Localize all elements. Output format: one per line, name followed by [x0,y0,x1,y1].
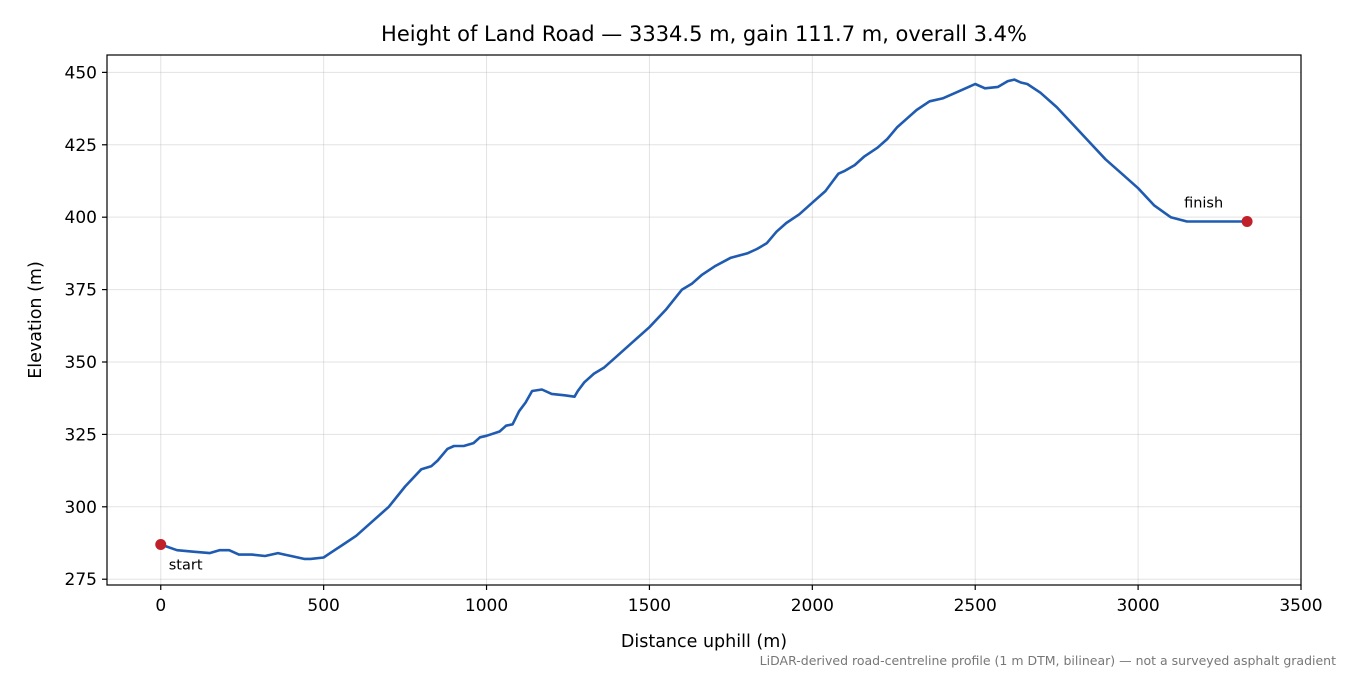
chart-title: Height of Land Road — 3334.5 m, gain 111… [381,22,1027,46]
finish-label: finish [1184,196,1223,212]
axis-ticks: 0 500 1000 1500 2000 2500 3000 3500 275 300 325 350… [65,63,1323,616]
y-tick-label: 300 [65,498,97,518]
y-tick-label: 400 [65,208,97,228]
plot-area: start finish [155,78,1253,573]
y-tick-label: 275 [65,570,97,590]
y-tick-label: 325 [65,425,97,445]
y-tick-label: 350 [65,353,97,373]
x-tick-label: 1500 [628,596,671,616]
elevation-line [159,78,1249,561]
start-label: start [169,557,203,573]
x-tick-label: 0 [155,596,166,616]
x-tick-label: 500 [307,596,339,616]
x-axis-title: Distance uphill (m) [621,632,787,652]
x-tick-label: 2500 [954,596,997,616]
footnote: LiDAR-derived road-centreline profile (1… [760,653,1336,668]
grid [107,55,1302,585]
x-tick-label: 2000 [791,596,834,616]
y-axis-title: Elevation (m) [26,261,46,379]
y-tick-label: 375 [65,281,97,301]
start-marker [155,538,167,550]
x-tick-label: 3000 [1116,596,1159,616]
x-tick-label: 3500 [1279,596,1322,616]
finish-marker [1241,216,1253,228]
axes-frame [106,54,1302,586]
x-tick-label: 1000 [465,596,508,616]
y-tick-label: 450 [65,63,97,83]
y-tick-label: 425 [65,136,97,156]
